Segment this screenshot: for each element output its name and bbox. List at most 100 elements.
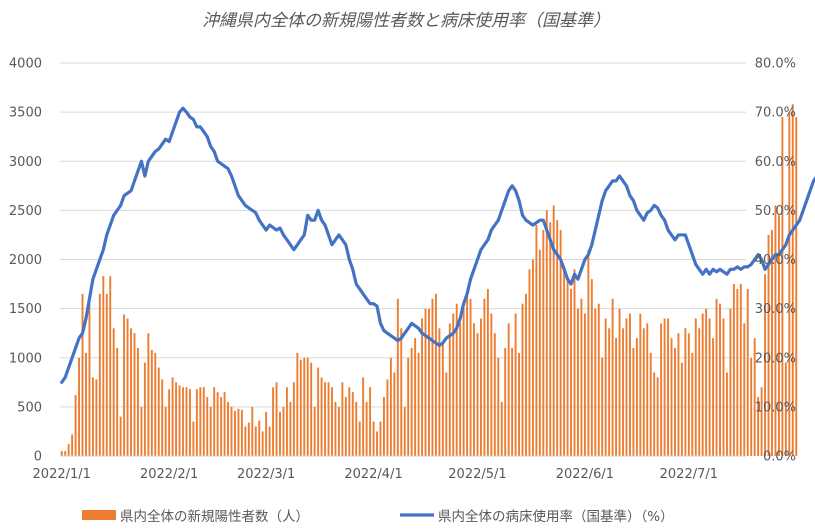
bar	[331, 387, 333, 456]
bar	[538, 249, 541, 456]
bar	[386, 379, 389, 456]
legend: 県内全体の新規陽性者数（人） 県内全体の病床使用率（国基準）（%）	[82, 508, 674, 525]
bar	[410, 347, 413, 456]
bar	[88, 303, 91, 456]
bar	[372, 421, 375, 456]
bar	[590, 279, 593, 456]
bar	[317, 367, 320, 456]
bar	[74, 395, 77, 456]
bar	[653, 372, 656, 456]
y-left-tick-label: 3000	[9, 155, 42, 170]
bar	[178, 385, 181, 456]
bar	[691, 352, 694, 456]
bar	[85, 352, 87, 456]
bar	[462, 308, 465, 457]
bar	[140, 406, 143, 457]
y-left-tick-label: 1000	[9, 351, 42, 366]
bar	[469, 298, 472, 456]
bar	[514, 313, 517, 456]
y-right-tick-label: 30.0%	[755, 302, 796, 317]
bar	[431, 298, 434, 456]
bar	[660, 323, 663, 456]
bar	[376, 431, 378, 456]
bar	[486, 288, 489, 456]
chart-title: 沖縄県内全体の新規陽性者数と病床使用率（国基準）	[202, 11, 610, 31]
bar	[112, 328, 115, 456]
bar	[143, 362, 146, 456]
bar	[223, 392, 226, 456]
bar	[341, 382, 344, 456]
bar	[216, 392, 219, 456]
bar	[705, 308, 708, 457]
bar	[777, 215, 780, 456]
bar	[209, 406, 212, 457]
gridlines	[60, 62, 746, 408]
bar	[459, 323, 462, 456]
y-left-tick-label: 1500	[9, 302, 42, 317]
bar	[531, 259, 534, 456]
bar	[275, 382, 278, 456]
y-right-tick-label: 70.0%	[755, 106, 796, 121]
bar	[649, 352, 652, 456]
bar	[98, 293, 101, 456]
bar	[119, 416, 122, 456]
bar	[628, 313, 631, 456]
bar	[715, 298, 718, 456]
bar	[60, 451, 63, 456]
bar	[289, 401, 292, 456]
bar	[580, 298, 583, 456]
bar	[344, 397, 347, 456]
bar	[736, 288, 739, 456]
bar	[500, 401, 503, 456]
y-left-tick-label: 2000	[9, 253, 42, 268]
y-left-tick-label: 2500	[9, 204, 42, 219]
bar	[587, 249, 590, 456]
bar	[791, 104, 794, 456]
x-tick-label: 2022/4/1	[344, 467, 402, 482]
bar	[258, 420, 261, 456]
bar	[244, 426, 247, 456]
bar	[708, 318, 711, 456]
bar	[622, 328, 624, 456]
bar	[746, 288, 749, 456]
bar	[781, 117, 784, 456]
bar	[480, 318, 482, 456]
bar	[365, 401, 368, 456]
bar	[130, 328, 132, 456]
bar	[448, 323, 451, 456]
bar	[147, 333, 150, 456]
bar	[379, 421, 382, 456]
bar	[518, 352, 521, 456]
bar	[601, 357, 604, 456]
bar	[407, 357, 410, 456]
bar	[611, 298, 614, 456]
x-tick-label: 2022/5/1	[448, 467, 506, 482]
bar	[337, 406, 340, 457]
x-tick-label: 2022/1/1	[33, 467, 91, 482]
y-right-tick-label: 0.0%	[763, 450, 796, 465]
bar	[670, 338, 673, 456]
bar	[583, 313, 586, 456]
bar	[71, 434, 74, 456]
bar	[240, 409, 243, 456]
bar	[608, 328, 611, 456]
y-right-tick-label: 10.0%	[755, 400, 796, 415]
bar	[722, 318, 725, 456]
bar	[116, 347, 119, 456]
bar	[334, 401, 337, 456]
bar	[175, 382, 178, 456]
x-tick-label: 2022/6/1	[556, 467, 614, 482]
bar	[400, 328, 403, 456]
bar	[234, 410, 236, 456]
y-left-tick-label: 4000	[9, 57, 42, 72]
bar	[192, 421, 195, 456]
x-tick-label: 2022/2/1	[140, 467, 198, 482]
bar	[195, 389, 198, 456]
y-left-tick-label: 500	[17, 400, 42, 415]
bar	[556, 220, 559, 456]
bar	[552, 205, 555, 456]
bar	[161, 379, 164, 456]
bar	[282, 406, 285, 457]
bar	[473, 323, 475, 456]
bar	[750, 357, 753, 456]
